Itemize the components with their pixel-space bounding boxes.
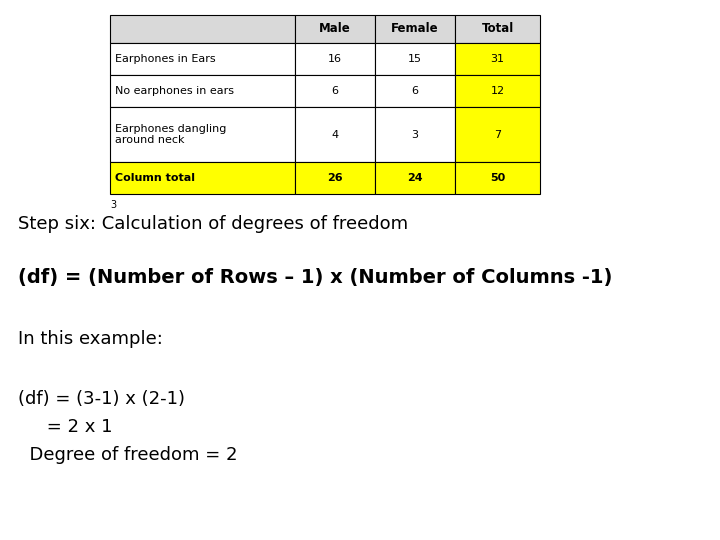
- Text: (df) = (3-1) x (2-1): (df) = (3-1) x (2-1): [18, 390, 185, 408]
- Text: Column total: Column total: [115, 173, 195, 183]
- Text: 7: 7: [494, 130, 501, 139]
- Text: Male: Male: [319, 23, 351, 36]
- Bar: [375, 43, 455, 75]
- Text: 3: 3: [412, 130, 418, 139]
- Bar: [110, 15, 295, 43]
- Bar: [295, 75, 375, 107]
- Text: Earphones in Ears: Earphones in Ears: [115, 54, 215, 64]
- Bar: [455, 162, 540, 194]
- Text: 12: 12: [490, 86, 505, 96]
- Text: Step six: Calculation of degrees of freedom: Step six: Calculation of degrees of free…: [18, 215, 408, 233]
- Text: (df) = (Number of Rows – 1) x (Number of Columns -1): (df) = (Number of Rows – 1) x (Number of…: [18, 268, 613, 287]
- Text: 4: 4: [331, 130, 338, 139]
- Text: In this example:: In this example:: [18, 330, 163, 348]
- Text: 16: 16: [328, 54, 342, 64]
- Bar: [110, 43, 295, 75]
- Bar: [375, 75, 455, 107]
- Bar: [295, 15, 375, 43]
- Text: 3: 3: [110, 200, 116, 210]
- Bar: [455, 15, 540, 43]
- Text: Earphones dangling
around neck: Earphones dangling around neck: [115, 124, 226, 145]
- Text: = 2 x 1: = 2 x 1: [18, 418, 112, 436]
- Text: Degree of freedom = 2: Degree of freedom = 2: [18, 446, 238, 464]
- Text: Total: Total: [482, 23, 513, 36]
- Text: 6: 6: [331, 86, 338, 96]
- Text: 26: 26: [327, 173, 343, 183]
- Bar: [295, 43, 375, 75]
- Bar: [455, 43, 540, 75]
- Text: 31: 31: [490, 54, 505, 64]
- Text: No earphones in ears: No earphones in ears: [115, 86, 234, 96]
- Bar: [110, 107, 295, 162]
- Text: Female: Female: [391, 23, 438, 36]
- Bar: [110, 162, 295, 194]
- Bar: [110, 75, 295, 107]
- Bar: [375, 162, 455, 194]
- Bar: [375, 15, 455, 43]
- Text: 15: 15: [408, 54, 422, 64]
- Text: 50: 50: [490, 173, 505, 183]
- Bar: [455, 75, 540, 107]
- Bar: [455, 107, 540, 162]
- Bar: [375, 107, 455, 162]
- Text: 6: 6: [412, 86, 418, 96]
- Text: 24: 24: [408, 173, 423, 183]
- Bar: [295, 107, 375, 162]
- Bar: [295, 162, 375, 194]
